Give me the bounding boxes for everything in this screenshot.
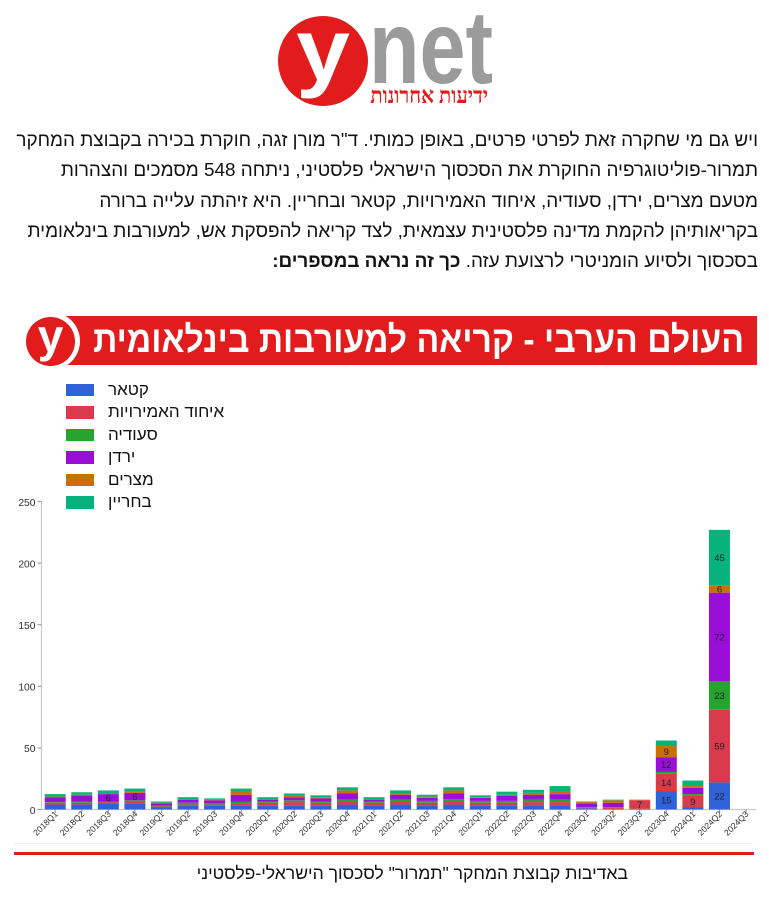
svg-text:2020Q2: 2020Q2 (270, 809, 299, 838)
svg-text:59: 59 (714, 742, 725, 753)
svg-text:100: 100 (18, 683, 35, 694)
svg-text:6: 6 (717, 584, 722, 595)
svg-text:2021Q3: 2021Q3 (403, 809, 432, 838)
svg-text:9: 9 (690, 797, 695, 808)
svg-text:200: 200 (18, 559, 35, 570)
svg-text:2018Q4: 2018Q4 (111, 809, 140, 838)
svg-text:150: 150 (18, 621, 35, 632)
svg-text:2023Q2: 2023Q2 (589, 809, 618, 838)
svg-text:2021Q1: 2021Q1 (350, 809, 379, 838)
svg-text:6: 6 (132, 792, 137, 803)
svg-text:2024Q1: 2024Q1 (669, 809, 698, 838)
svg-text:14: 14 (661, 778, 672, 789)
svg-text:15: 15 (661, 796, 672, 807)
svg-text:2023Q4: 2023Q4 (642, 809, 671, 838)
svg-text:7: 7 (637, 800, 642, 811)
svg-text:2019Q4: 2019Q4 (217, 809, 246, 838)
svg-text:2023Q3: 2023Q3 (616, 809, 645, 838)
svg-text:2021Q2: 2021Q2 (377, 809, 406, 838)
svg-text:2023Q1: 2023Q1 (563, 809, 592, 838)
svg-text:2022Q3: 2022Q3 (509, 809, 538, 838)
svg-text:2024Q3: 2024Q3 (722, 809, 751, 838)
svg-text:2020Q1: 2020Q1 (244, 809, 273, 838)
svg-text:2022Q2: 2022Q2 (483, 809, 512, 838)
svg-text:2019Q3: 2019Q3 (191, 809, 220, 838)
svg-text:250: 250 (18, 498, 35, 509)
svg-text:2024Q2: 2024Q2 (695, 809, 724, 838)
svg-text:45: 45 (714, 553, 725, 564)
svg-text:72: 72 (714, 632, 725, 643)
svg-text:6: 6 (106, 793, 111, 804)
svg-text:2022Q1: 2022Q1 (456, 809, 485, 838)
svg-text:2019Q2: 2019Q2 (164, 809, 193, 838)
svg-text:23: 23 (714, 691, 725, 702)
svg-text:9: 9 (664, 747, 669, 758)
svg-text:22: 22 (714, 791, 725, 802)
svg-text:2018Q3: 2018Q3 (84, 809, 113, 838)
svg-text:2021Q4: 2021Q4 (430, 809, 459, 838)
svg-text:2019Q1: 2019Q1 (137, 809, 166, 838)
svg-text:0: 0 (30, 806, 36, 817)
svg-text:2018Q2: 2018Q2 (58, 809, 87, 838)
svg-text:2020Q3: 2020Q3 (297, 809, 326, 838)
svg-text:2022Q4: 2022Q4 (536, 809, 565, 838)
svg-text:50: 50 (24, 744, 36, 755)
svg-text:12: 12 (661, 760, 672, 771)
svg-text:2020Q4: 2020Q4 (323, 809, 352, 838)
